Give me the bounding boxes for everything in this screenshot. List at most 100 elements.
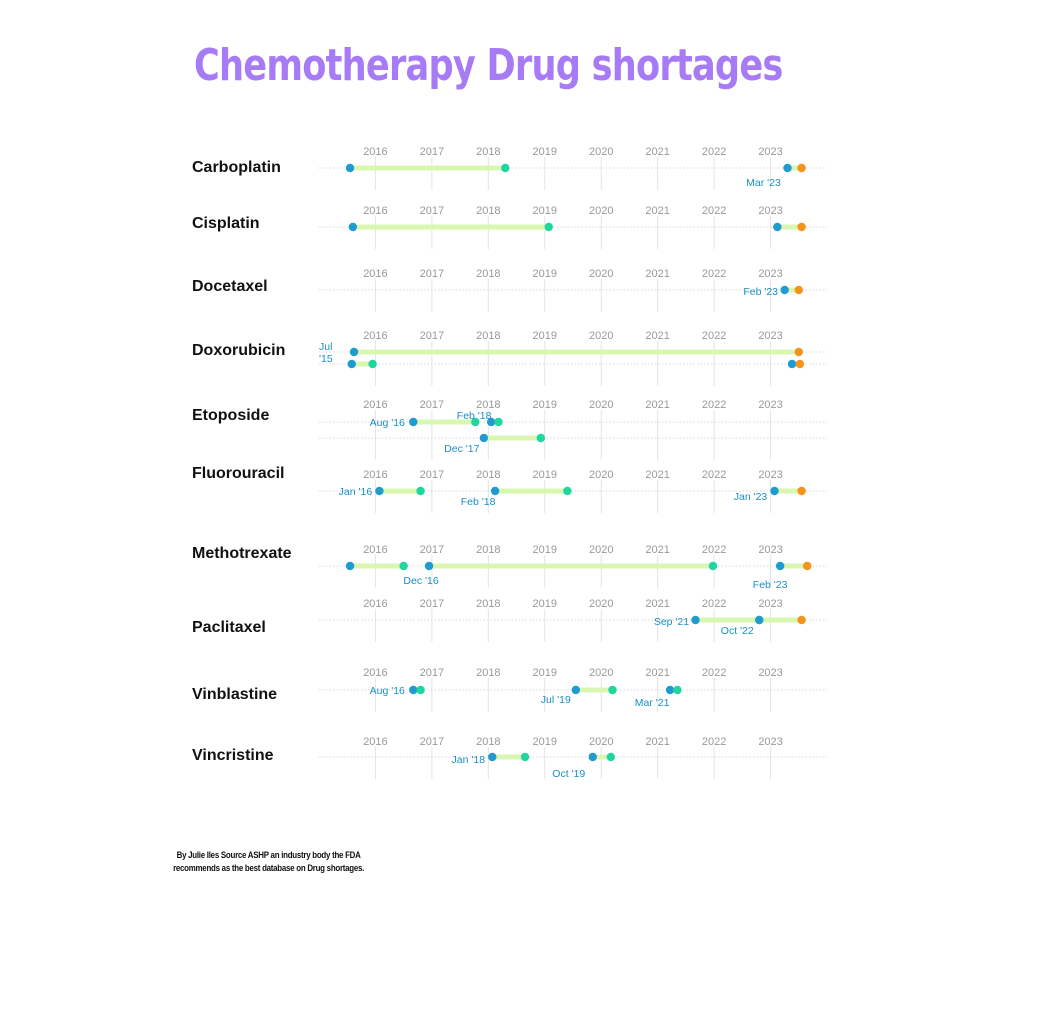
year-tick-label: 2018 [476, 205, 500, 217]
year-tick-label: 2016 [363, 469, 387, 481]
year-tick-label: 2017 [420, 598, 444, 610]
shortage-end-dot [416, 685, 425, 695]
shortage-start-dot [770, 486, 779, 496]
year-tick-label: 2023 [758, 146, 782, 158]
shortage-start-dot [665, 685, 675, 695]
shortage-start-dot [409, 417, 418, 427]
shortage-end-dot [608, 685, 617, 695]
year-tick-label: 2019 [533, 399, 557, 411]
shortage-start-dot [588, 752, 597, 762]
year-tick-label: 2019 [533, 667, 557, 679]
year-tick-label: 2021 [645, 667, 669, 679]
shortage-end-dot [494, 417, 503, 427]
drug-label: Etoposide [192, 407, 269, 424]
year-tick-label: 2018 [476, 268, 500, 280]
shortage-end-dot [399, 561, 408, 571]
year-tick-label: 2022 [702, 544, 726, 556]
year-tick-label: 2021 [645, 469, 669, 481]
shortage-date-label: Dec '16 [403, 575, 438, 587]
year-tick-label: 2017 [420, 544, 444, 556]
shortage-start-dot [783, 163, 792, 173]
shortage-start-dot [755, 615, 764, 625]
shortage-ongoing-dot [797, 222, 806, 232]
shortage-date-label: Feb '23 [743, 286, 778, 298]
year-tick-label: 2023 [758, 544, 782, 556]
year-tick-label: 2023 [758, 399, 782, 411]
year-tick-label: 2021 [645, 598, 669, 610]
shortage-ongoing-dot [794, 347, 803, 357]
shortage-start-dot [479, 433, 489, 443]
shortage-date-label: Sep '21 [654, 616, 689, 628]
year-tick-label: 2023 [758, 736, 782, 748]
shortage-start-dot [349, 347, 359, 357]
shortage-end-dot [563, 486, 572, 496]
year-tick-label: 2020 [589, 667, 613, 679]
year-tick-label: 2017 [420, 667, 444, 679]
year-tick-label: 2020 [589, 399, 613, 411]
shortage-date-label: Oct '22 [721, 625, 754, 637]
year-tick-label: 2022 [702, 399, 726, 411]
year-tick-label: 2016 [363, 598, 387, 610]
shortage-date-label: Aug '16 [370, 417, 405, 429]
shortage-ongoing-dot [795, 359, 805, 369]
year-tick-label: 2023 [758, 667, 782, 679]
shortage-ongoing-dot [794, 285, 803, 295]
year-tick-label: 2022 [702, 205, 726, 217]
shortage-start-dot [775, 561, 785, 571]
shortage-start-dot [375, 486, 384, 496]
year-tick-label: 2019 [533, 736, 557, 748]
drug-label: Docetaxel [192, 278, 268, 295]
year-tick-label: 2018 [476, 469, 500, 481]
shortage-date-label: '15 [319, 353, 333, 365]
year-tick-label: 2019 [533, 598, 557, 610]
year-tick-label: 2016 [363, 330, 387, 342]
year-tick-label: 2020 [589, 598, 613, 610]
drug-label: Paclitaxel [192, 619, 266, 636]
year-tick-label: 2023 [758, 469, 782, 481]
shortage-date-label: Jan '18 [452, 754, 486, 766]
drug-label: Cisplatin [192, 215, 260, 232]
year-tick-label: 2022 [702, 469, 726, 481]
year-tick-label: 2020 [589, 268, 613, 280]
year-tick-label: 2023 [758, 268, 782, 280]
shortage-start-dot [773, 222, 782, 232]
year-tick-label: 2023 [758, 330, 782, 342]
year-tick-label: 2017 [420, 146, 444, 158]
shortage-date-label: Mar '21 [635, 697, 670, 709]
drug-label: Doxorubicin [192, 342, 285, 359]
year-tick-label: 2023 [758, 205, 782, 217]
shortage-end-dot [544, 222, 553, 232]
year-tick-label: 2020 [589, 330, 613, 342]
shortage-start-dot [490, 486, 500, 496]
year-tick-label: 2023 [758, 598, 782, 610]
year-tick-label: 2022 [702, 667, 726, 679]
year-tick-label: 2016 [363, 268, 387, 280]
shortage-start-dot [488, 752, 497, 762]
shortage-start-dot [486, 417, 496, 427]
year-tick-label: 2016 [363, 399, 387, 411]
year-tick-label: 2017 [420, 469, 444, 481]
year-tick-label: 2016 [363, 667, 387, 679]
drug-label: Carboplatin [192, 159, 281, 176]
shortage-end-dot [606, 752, 616, 762]
shortage-date-label: Jul '19 [541, 694, 571, 706]
year-tick-label: 2016 [363, 544, 387, 556]
year-tick-label: 2019 [533, 544, 557, 556]
drug-label: Methotrexate [192, 545, 292, 562]
year-tick-label: 2016 [363, 736, 387, 748]
year-tick-label: 2022 [702, 268, 726, 280]
year-tick-label: 2018 [476, 330, 500, 342]
shortage-start-dot [345, 561, 355, 571]
shortage-date-label: Oct '19 [552, 768, 585, 780]
year-tick-label: 2022 [702, 736, 726, 748]
year-tick-label: 2021 [645, 146, 669, 158]
shortage-date-label: Aug '16 [370, 685, 405, 697]
shortage-end-dot [416, 486, 425, 496]
shortage-end-dot [520, 752, 530, 762]
year-tick-label: 2021 [645, 736, 669, 748]
year-tick-label: 2019 [533, 205, 557, 217]
shortage-end-dot [708, 561, 718, 571]
shortage-date-label: Feb '18 [457, 410, 492, 422]
year-tick-label: 2018 [476, 736, 500, 748]
year-tick-label: 2022 [702, 330, 726, 342]
